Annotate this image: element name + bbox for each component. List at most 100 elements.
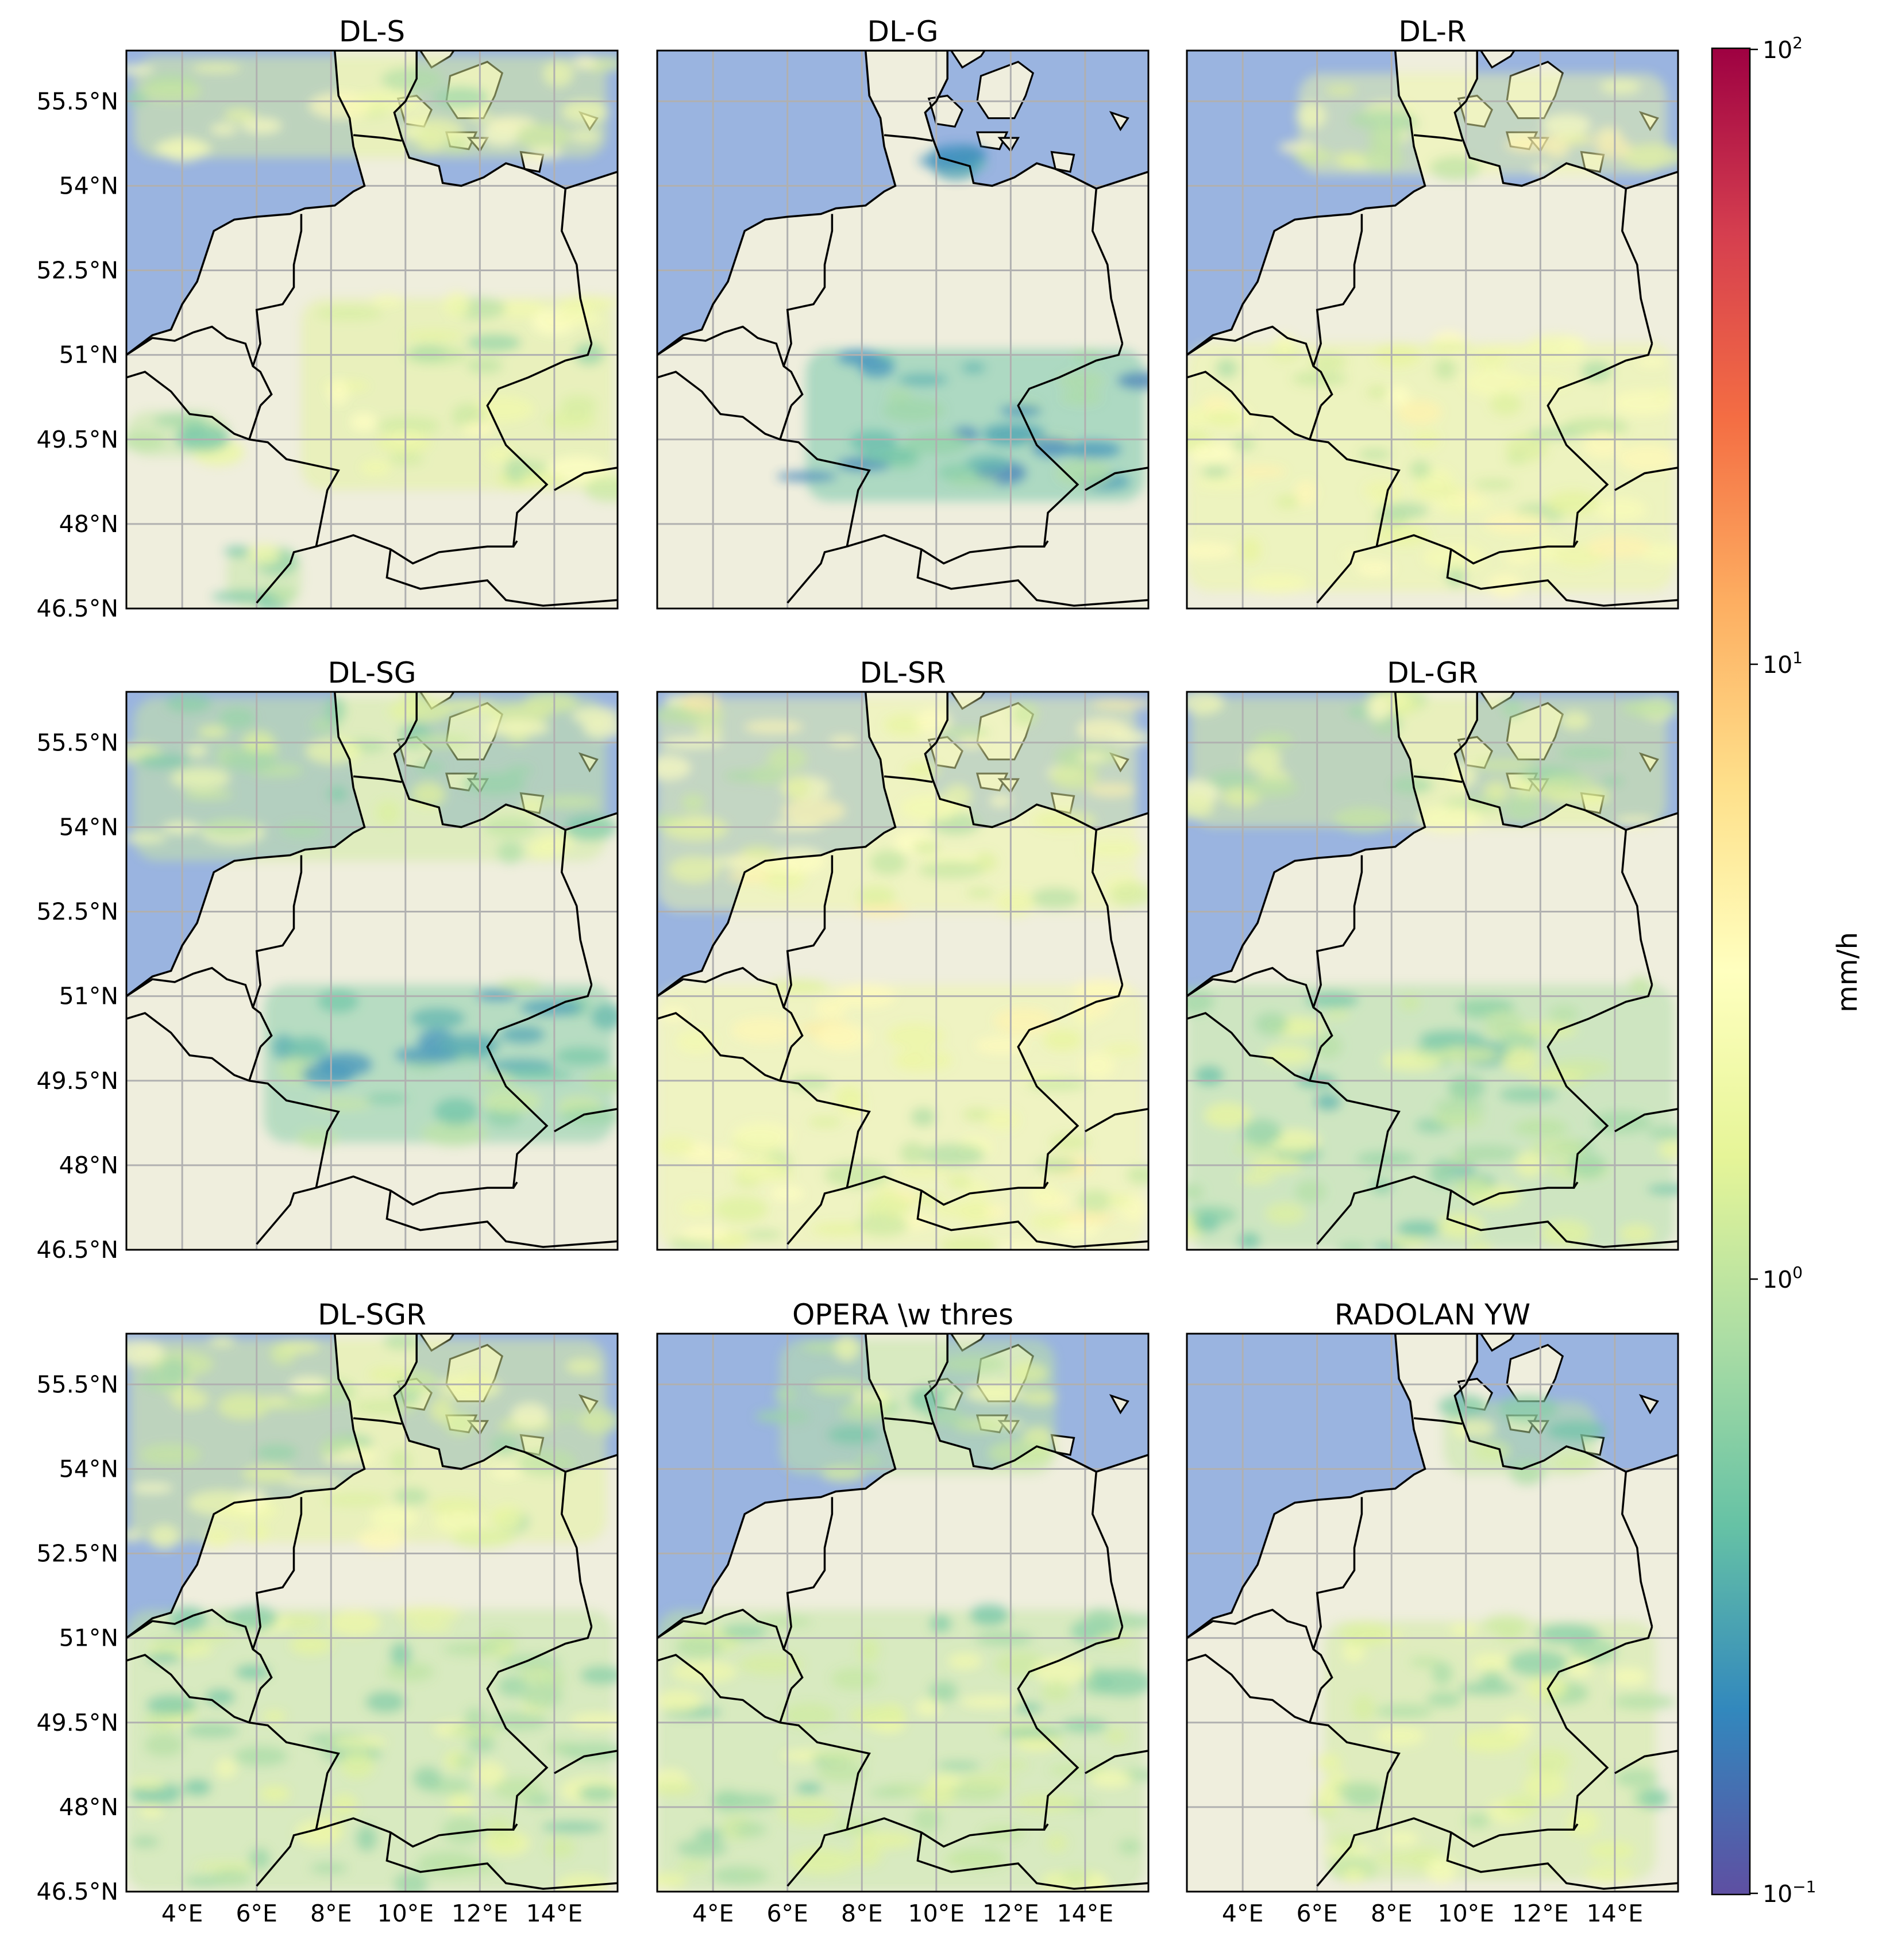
precip-cell [997, 890, 1035, 917]
precip-cell [904, 763, 941, 777]
precip-cell [283, 1477, 345, 1487]
lat-tick-label: 49.5°N [37, 426, 118, 453]
precip-cell [1530, 164, 1554, 176]
precip-cell [440, 699, 498, 713]
precip-cell [1434, 357, 1456, 380]
precip-cell [488, 1831, 520, 1850]
precip-cell [1505, 137, 1557, 153]
lat-tick-label: 52.5°N [37, 898, 118, 926]
precip-cell [937, 1761, 981, 1771]
country-border [779, 405, 792, 440]
precip-cell [365, 1093, 410, 1104]
precip-cell [1335, 151, 1366, 168]
precip-cell [528, 147, 562, 160]
country-border [561, 188, 593, 344]
map-panel: DL-G [656, 15, 1150, 610]
country-border [786, 1828, 847, 1887]
country-border [916, 1190, 1148, 1248]
precip-cell [1498, 1033, 1538, 1052]
colorbar-tick-label: 100 [1763, 1263, 1803, 1293]
precip-cell [545, 1838, 575, 1859]
country-border [1043, 1823, 1049, 1831]
precip-cell [722, 1623, 768, 1640]
lon-tick-label: 10°E [908, 1900, 965, 1927]
lon-tick-label: 6°E [1296, 1900, 1338, 1927]
precip-cell [1659, 1140, 1678, 1159]
precip-cell [1201, 396, 1230, 413]
country-border [846, 1626, 1124, 1848]
precip-cell [434, 1098, 479, 1126]
precip-cell [1051, 763, 1098, 791]
precip-cell [839, 1401, 892, 1421]
precip-cell [1325, 1010, 1351, 1019]
country-border [1187, 966, 1333, 1048]
precip-cell [1366, 697, 1390, 722]
precip-cell [1425, 342, 1472, 352]
precip-cell [657, 755, 692, 780]
precip-cell [313, 1099, 372, 1110]
precip-cell [1457, 1682, 1517, 1696]
precip-cell [1497, 1395, 1559, 1423]
country-border [782, 855, 834, 1008]
map-panels: DL-S 55.5°N 54°N 52.5°N 51°N 49.5°N 48°N 46.5°N… [37, 15, 1679, 1927]
precip-cell [681, 794, 705, 812]
precip-cell [146, 1695, 197, 1716]
precip-cell [1358, 448, 1392, 461]
country-border [315, 1626, 593, 1848]
lon-tick-label: 6°E [766, 1900, 808, 1927]
panel-frame [656, 1333, 1150, 1893]
precip-cell [211, 590, 277, 603]
precip-cell [1426, 1857, 1457, 1884]
precip-cell [808, 1116, 843, 1127]
precip-cell [230, 1605, 277, 1631]
precip-cell [1296, 102, 1327, 129]
precip-cell [1594, 497, 1647, 522]
precip-cell [1368, 125, 1402, 152]
precip-cell [812, 1750, 870, 1761]
precip-cell [489, 1434, 520, 1455]
precip-cell [1264, 1045, 1313, 1065]
lat-tick-label: 48°N [59, 1793, 118, 1821]
precip-cell [1541, 113, 1591, 136]
country-border [1621, 1472, 1653, 1627]
lat-tick-label: 46.5°N [37, 1236, 118, 1264]
precip-cell [680, 1200, 715, 1215]
colorbar-label: mm/h [1831, 932, 1864, 1012]
country-border [512, 1181, 518, 1189]
precip-cell [225, 749, 277, 772]
precip-cell [340, 1752, 375, 1779]
precip-cell [1454, 1177, 1492, 1199]
precip-cell [149, 1524, 180, 1550]
country-border [554, 1750, 618, 1774]
precip-cell [1506, 453, 1527, 465]
coastline [1187, 692, 1678, 997]
precip-cell [824, 1161, 890, 1189]
precip-field [126, 692, 618, 1148]
precip-cell [1109, 730, 1148, 745]
precip-cell [975, 1037, 1028, 1054]
precip-cell [438, 1033, 500, 1056]
country-border [1614, 1750, 1678, 1774]
precip-cell [1584, 1866, 1634, 1884]
precip-cell [1567, 1810, 1599, 1836]
precip-cell [1505, 794, 1541, 822]
precip-cell [1422, 544, 1486, 571]
precip-cell [657, 1873, 688, 1888]
precip-cell [1583, 787, 1607, 799]
precip-cell [1438, 1394, 1487, 1418]
precip-cell [952, 1418, 1002, 1433]
precip-cell [484, 719, 550, 737]
lat-tick-label: 52.5°N [37, 257, 118, 284]
country-border [1573, 540, 1579, 548]
precip-cell [1016, 1737, 1055, 1751]
precip-cell [1471, 1653, 1511, 1671]
country-border [916, 549, 1148, 607]
precip-cell [218, 707, 256, 730]
precip-cell [402, 330, 465, 341]
precip-cell [1237, 1232, 1260, 1250]
precip-cell [324, 696, 346, 724]
precip-cell [755, 1410, 810, 1423]
precip-cell [1431, 1661, 1453, 1686]
precip-cell [885, 388, 912, 402]
precip-cell [1093, 1669, 1148, 1697]
